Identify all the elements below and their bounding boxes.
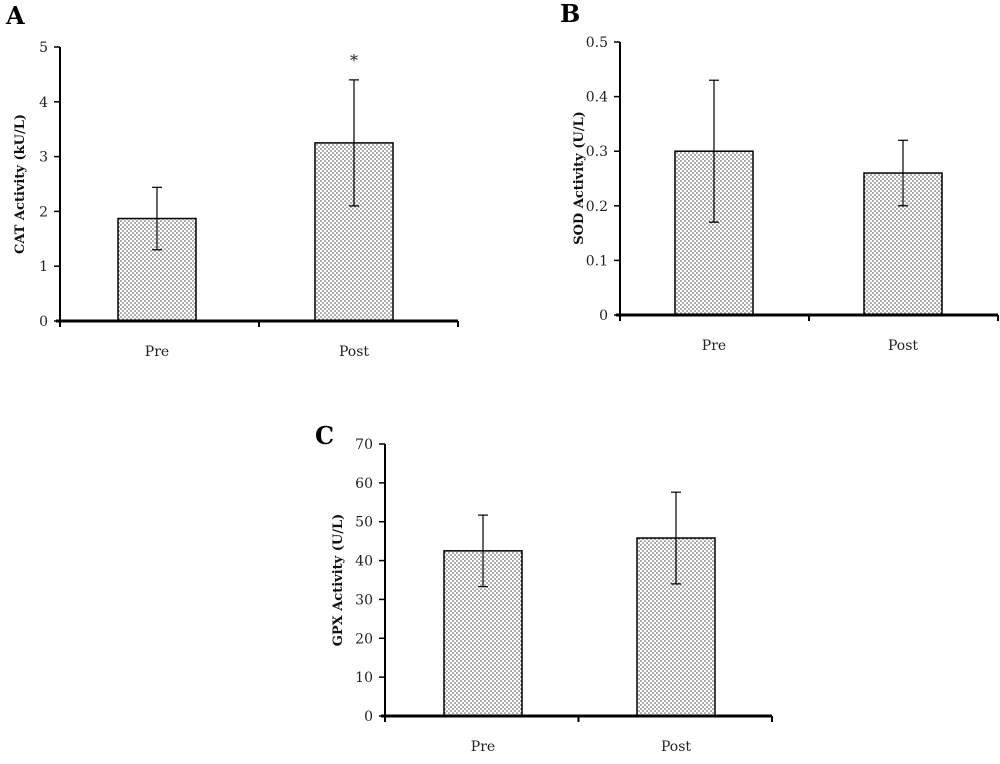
significance-marker: * — [350, 51, 358, 70]
x-tick-label: Post — [888, 338, 918, 354]
y-tick-label: 20 — [355, 631, 373, 647]
y-tick-label: 70 — [355, 437, 373, 453]
chart-panel-c: C GPX Activity (U/L) Pre Post 0 10 20 30 40 50 60 7… — [315, 421, 773, 755]
panel-letter: C — [315, 421, 334, 450]
chart-panel-a: A CAT Activity (kU/L) Pre * Post 0 1 2 3 4 5 — [5, 1, 459, 360]
y-tick-label: 5 — [39, 40, 48, 56]
y-tick-label: 3 — [39, 150, 48, 166]
y-tick-label: 4 — [39, 95, 48, 111]
y-axis-title: GPX Activity (U/L) — [331, 514, 346, 647]
y-tick-label: 1 — [39, 259, 48, 275]
y-tick-label: 0.2 — [586, 199, 608, 215]
y-tick-label: 0.1 — [586, 253, 608, 269]
panel-letter: A — [5, 1, 25, 30]
x-tick-label: Pre — [471, 739, 495, 755]
x-tick-label: Pre — [145, 344, 169, 360]
y-axis-title: SOD Activity (U/L) — [572, 111, 587, 245]
y-tick-label: 0.3 — [586, 144, 608, 160]
y-tick-label: 30 — [355, 592, 373, 608]
y-tick-label: 0.5 — [586, 35, 608, 51]
panel-letter: B — [560, 0, 580, 28]
y-tick-label: 50 — [355, 515, 373, 531]
y-tick-label: 40 — [355, 554, 373, 570]
y-tick-label: 0 — [599, 308, 608, 324]
y-tick-label: 0.4 — [586, 90, 608, 106]
y-tick-label: 0 — [364, 709, 373, 725]
chart-panel-b: B SOD Activity (U/L) Pre Post 0 0.1 0.2 0.3 0.4 0… — [560, 0, 999, 354]
y-axis-title: CAT Activity (kU/L) — [13, 114, 28, 254]
x-tick-label: Pre — [702, 338, 726, 354]
bar — [863, 172, 943, 316]
y-tick-label: 60 — [355, 476, 373, 492]
y-tick-label: 10 — [355, 670, 373, 686]
y-tick-label: 0 — [39, 314, 48, 330]
x-tick-label: Post — [661, 739, 691, 755]
x-tick-label: Post — [339, 344, 369, 360]
y-tick-label: 2 — [39, 204, 48, 220]
